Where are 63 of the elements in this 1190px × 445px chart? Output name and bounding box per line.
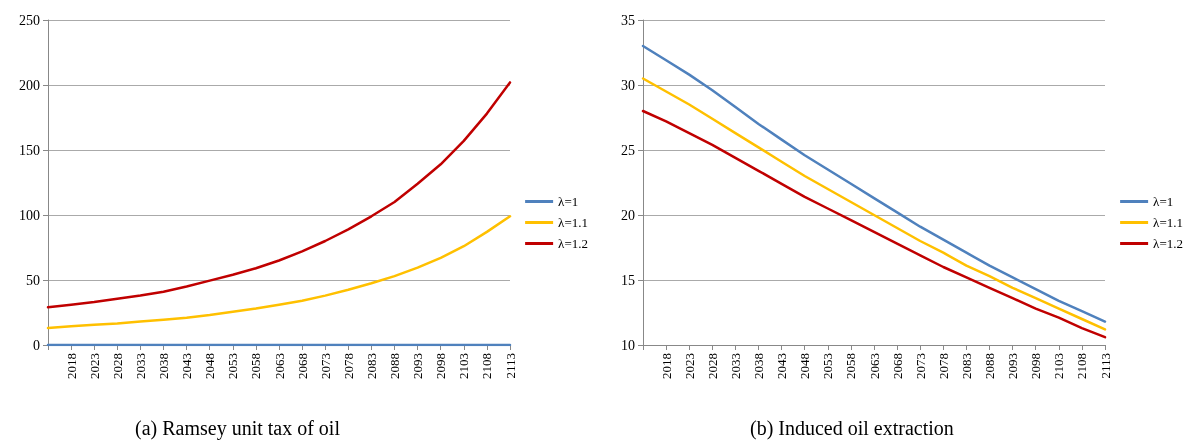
x-tick-label: 2038 [156, 353, 171, 379]
x-tick-label: 2113 [502, 353, 518, 379]
text: (a) Ramsey unit tax of oil [135, 417, 341, 440]
x-tick-label: 2108 [1074, 353, 1090, 379]
x-tick-label: 2043 [179, 353, 195, 379]
y-tick-label: 50 [26, 272, 40, 288]
x-tick-label: 2093 [1005, 353, 1021, 379]
x-tick-label: 2058 [248, 353, 264, 379]
text: (b) Induced oil extraction [750, 417, 954, 440]
line-series [46, 215, 512, 330]
line-series [46, 81, 512, 309]
x-tick-label: 2103 [456, 353, 472, 379]
y-tick-label: 100 [19, 207, 40, 223]
x-tick-label: 2033 [727, 353, 743, 379]
legend-label: λ=1.2 [1153, 236, 1184, 251]
x-tick-label: 2028 [109, 353, 125, 379]
x-tick-label: 2078 [935, 353, 951, 379]
x-tick-label: 2068 [889, 353, 905, 379]
y-tick-label: 150 [19, 142, 40, 158]
x-tick-label: 2063 [866, 353, 882, 379]
x-tick-label: 2108 [479, 353, 495, 379]
x-tick-label: 2033 [132, 353, 148, 379]
x-tick-label: 2098 [1028, 353, 1044, 379]
x-tick-label: 2093 [410, 353, 426, 379]
x-tick-label: 2113 [1097, 353, 1113, 379]
x-tick-label: 2073 [912, 353, 928, 379]
x-tick-label: 2103 [1051, 353, 1067, 379]
y-tick-label: 200 [19, 77, 40, 93]
legend-label: λ=1.1 [558, 215, 589, 230]
line-series [641, 109, 1107, 339]
x-tick-label: 2063 [271, 353, 287, 379]
x-tick-label: 2053 [820, 353, 836, 379]
legend-label: λ=1 [1153, 194, 1174, 209]
x-tick-label: 2098 [433, 353, 449, 379]
x-tick-label: 2043 [774, 353, 790, 379]
x-tick-label: 2018 [658, 353, 674, 379]
x-tick-label: 2048 [797, 353, 813, 379]
y-tick-label: 15 [621, 272, 635, 288]
y-tick-label: 250 [19, 12, 40, 28]
legend-label: λ=1.2 [558, 236, 589, 251]
legend-label: λ=1.1 [1153, 215, 1184, 230]
x-tick-label: 2068 [294, 353, 310, 379]
y-tick-label: 20 [621, 207, 635, 223]
y-tick-label: 10 [621, 337, 635, 353]
x-tick-label: 2088 [387, 353, 402, 379]
y-tick-label: 30 [621, 77, 635, 93]
y-tick-label: 0 [33, 337, 40, 353]
x-tick-label: 2048 [202, 353, 218, 379]
x-tick-label: 2028 [704, 353, 720, 379]
x-tick-label: 2038 [751, 353, 766, 379]
x-tick-label: 2083 [958, 353, 974, 379]
x-tick-label: 2058 [843, 353, 859, 379]
y-tick-label: 25 [621, 142, 635, 158]
x-tick-label: 2018 [63, 353, 79, 379]
x-tick-label: 2088 [982, 353, 997, 379]
legend-label: λ=1 [558, 194, 579, 209]
x-tick-label: 2078 [340, 353, 356, 379]
x-tick-label: 2023 [86, 353, 102, 379]
x-tick-label: 2053 [225, 353, 241, 379]
x-tick-label: 2083 [363, 353, 379, 379]
y-tick-label: 35 [621, 12, 635, 28]
x-tick-label: 2023 [681, 353, 697, 379]
x-tick-label: 2073 [317, 353, 333, 379]
